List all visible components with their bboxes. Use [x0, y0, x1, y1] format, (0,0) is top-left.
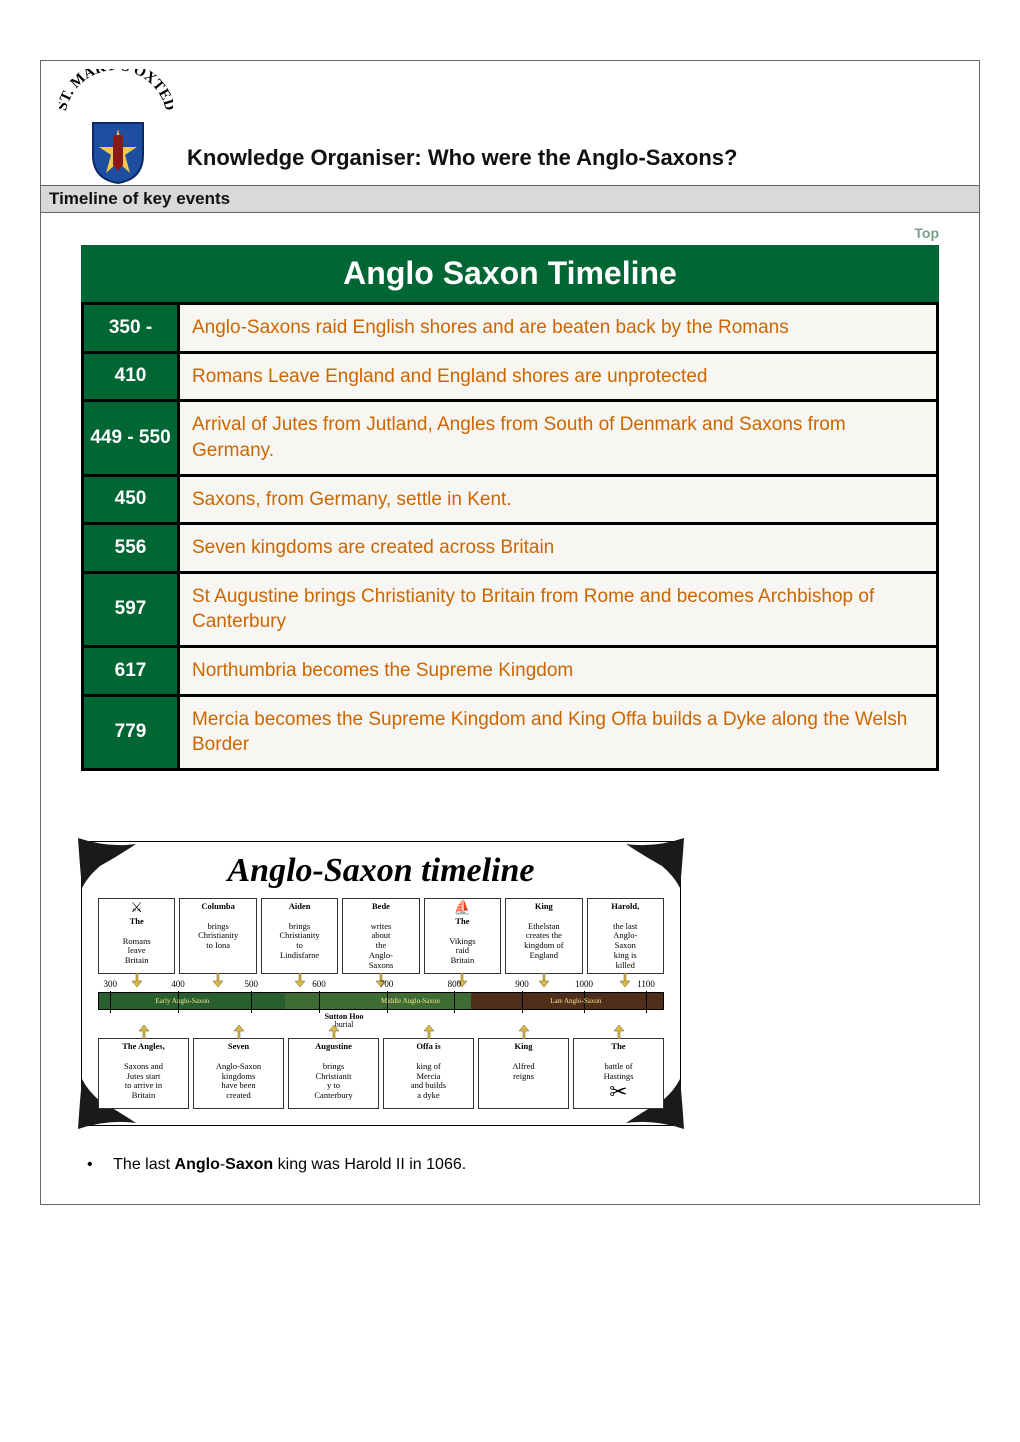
timeline-date: 556	[83, 524, 179, 573]
tick	[646, 991, 647, 1013]
tick-label: 300	[104, 979, 118, 989]
section-label: Timeline of key events	[41, 185, 979, 213]
arrow-down-icon	[539, 973, 549, 987]
corner-flourish-icon	[78, 838, 138, 888]
table-row: 449 - 550Arrival of Jutes from Jutland, …	[83, 401, 938, 475]
header-row: ST. MARY'S OXTED Knowledge Organiser: Wh…	[41, 61, 979, 185]
table-row: 450Saxons, from Germany, settle in Kent.	[83, 475, 938, 524]
arrow-up-icon	[139, 1025, 149, 1039]
graphic-event-box: Offa isking ofMerciaand buildsa dyke	[383, 1038, 474, 1108]
graphic-event-box: KingEthelstancreates thekingdom ofEnglan…	[505, 898, 582, 974]
arrow-down-icon	[132, 973, 142, 987]
arrow-down-icon	[295, 973, 305, 987]
scissors-icon: ✂	[576, 1079, 661, 1104]
table-row: 597St Augustine brings Christianity to B…	[83, 572, 938, 646]
graphic-timeline-bar: 30040050060070080090010001100Early Anglo…	[98, 992, 664, 1010]
tick	[454, 991, 455, 1013]
anglo-saxon-graphic: Anglo-Saxon timeline ⚔TheRomansleaveBrit…	[81, 841, 681, 1126]
table-row: 556Seven kingdoms are created across Bri…	[83, 524, 938, 573]
bullet-bold: Anglo	[175, 1156, 220, 1173]
footnote-bullet: The last Anglo-Saxon king was Harold II …	[81, 1156, 939, 1174]
graphic-event-box: Thebattle ofHastings✂	[573, 1038, 664, 1108]
school-logo: ST. MARY'S OXTED	[51, 67, 181, 185]
graphic-event-box: AugustinebringsChristianity toCanterbury	[288, 1038, 379, 1108]
timeline-date: 410	[83, 352, 179, 401]
tick	[110, 991, 111, 1013]
table-row: 410Romans Leave England and England shor…	[83, 352, 938, 401]
shield-icon	[91, 121, 145, 185]
graphic-event-box: KingAlfredreigns	[478, 1038, 569, 1108]
corner-flourish-icon	[624, 838, 684, 888]
tick-label: 700	[380, 979, 394, 989]
graphic-event-box: ⚔TheRomansleaveBritain	[98, 898, 175, 974]
box-icon: ⛵	[427, 902, 498, 916]
timeline-event: Anglo-Saxons raid English shores and are…	[179, 304, 938, 353]
timeline-event: St Augustine brings Christianity to Brit…	[179, 572, 938, 646]
graphic-event-box: AidenbringsChristianitytoLindisfarne	[261, 898, 338, 974]
graphic-event-box: BedewritesabouttheAnglo-Saxons	[342, 898, 419, 974]
tick-label: 1000	[575, 979, 593, 989]
graphic-event-box: Harold,the lastAnglo-Saxonking iskilled	[587, 898, 664, 974]
svg-text:ST. MARY'S OXTED: ST. MARY'S OXTED	[59, 69, 173, 113]
table-row: 350 -Anglo-Saxons raid English shores an…	[83, 304, 938, 353]
timeline-event: Arrival of Jutes from Jutland, Angles fr…	[179, 401, 938, 475]
era-label: Late Anglo-Saxon	[550, 997, 601, 1005]
tick-label: 1100	[637, 979, 655, 989]
anglo-saxon-timeline: Anglo Saxon Timeline 350 -Anglo-Saxons r…	[81, 245, 939, 771]
graphic-event-box: ColumbabringsChristianityto Iona	[179, 898, 256, 974]
box-icon: ⚔	[101, 902, 172, 916]
era-label: Early Anglo-Saxon	[155, 997, 209, 1005]
graphic-event-box: SevenAnglo-Saxonkingdomshave beencreated	[193, 1038, 284, 1108]
timeline-title: Anglo Saxon Timeline	[81, 245, 939, 302]
content-area: Top Anglo Saxon Timeline 350 -Anglo-Saxo…	[41, 213, 979, 1204]
era-label: Middle Anglo-Saxon	[381, 997, 440, 1005]
timeline-date: 597	[83, 572, 179, 646]
graphic-event-box: The Angles,Saxons andJutes startto arriv…	[98, 1038, 189, 1108]
timeline-date: 779	[83, 695, 179, 769]
timeline-event: Northumbria becomes the Supreme Kingdom	[179, 647, 938, 696]
graphic-bottom-row: The Angles,Saxons andJutes startto arriv…	[92, 1038, 670, 1108]
timeline-table: 350 -Anglo-Saxons raid English shores an…	[81, 302, 939, 771]
tick-label: 500	[245, 979, 259, 989]
logo-arc-text: ST. MARY'S OXTED	[59, 69, 173, 129]
tick	[319, 991, 320, 1013]
document-frame: ST. MARY'S OXTED Knowledge Organiser: Wh…	[40, 60, 980, 1205]
timeline-event: Seven kingdoms are created across Britai…	[179, 524, 938, 573]
arrow-up-icon	[519, 1025, 529, 1039]
arrow-up-icon	[329, 1025, 339, 1039]
timeline-event: Saxons, from Germany, settle in Kent.	[179, 475, 938, 524]
tick	[251, 991, 252, 1013]
top-link[interactable]: Top	[81, 225, 939, 241]
tick-label: 600	[312, 979, 326, 989]
graphic-event-box: ⛵TheVikingsraidBritain	[424, 898, 501, 974]
timeline-date: 450	[83, 475, 179, 524]
timeline-event: Mercia becomes the Supreme Kingdom and K…	[179, 695, 938, 769]
bullet-bold: Saxon	[225, 1156, 273, 1173]
bullet-text: The last	[113, 1156, 174, 1173]
timeline-date: 617	[83, 647, 179, 696]
page-title: Knowledge Organiser: Who were the Anglo-…	[181, 145, 737, 185]
timeline-date: 449 - 550	[83, 401, 179, 475]
table-row: 779Mercia becomes the Supreme Kingdom an…	[83, 695, 938, 769]
arrow-down-icon	[620, 973, 630, 987]
arrow-up-icon	[424, 1025, 434, 1039]
bullet-text: king was Harold II in 1066.	[273, 1156, 466, 1173]
timeline-date: 350 -	[83, 304, 179, 353]
timeline-event: Romans Leave England and England shores …	[179, 352, 938, 401]
tick-label: 400	[171, 979, 185, 989]
tick-label: 800	[448, 979, 462, 989]
arrow-down-icon	[213, 973, 223, 987]
arrow-up-icon	[234, 1025, 244, 1039]
graphic-title: Anglo-Saxon timeline	[92, 852, 670, 890]
arrow-up-icon	[614, 1025, 624, 1039]
graphic-top-row: ⚔TheRomansleaveBritainColumbabringsChris…	[92, 898, 670, 974]
table-row: 617Northumbria becomes the Supreme Kingd…	[83, 647, 938, 696]
tick	[522, 991, 523, 1013]
tick-label: 900	[515, 979, 529, 989]
